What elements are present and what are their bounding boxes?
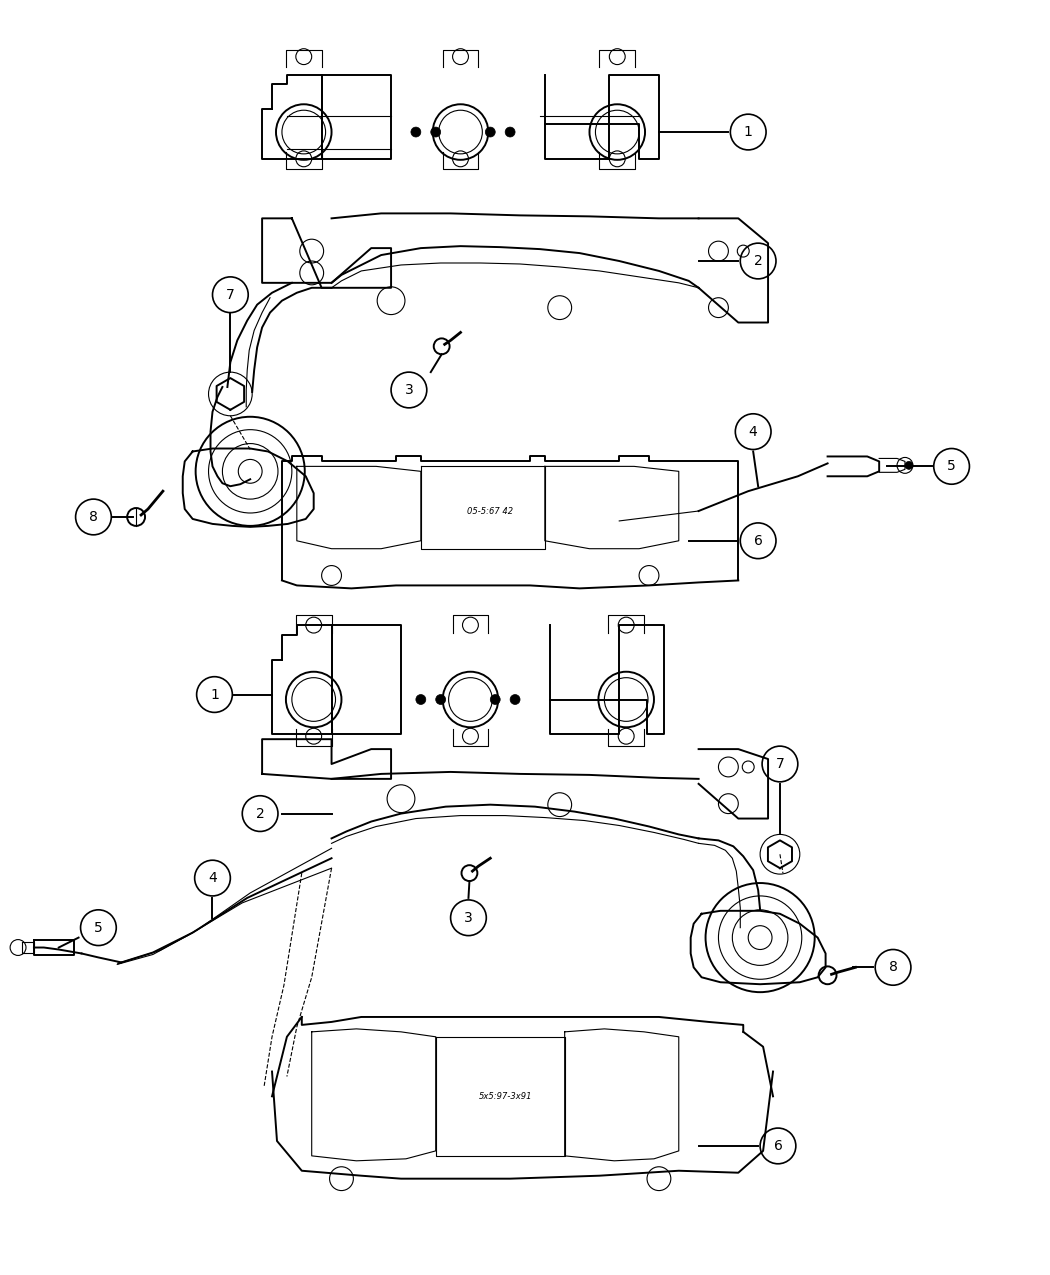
Text: 4: 4 [208,871,217,885]
Circle shape [430,128,441,136]
Text: 05-5:67 42: 05-5:67 42 [467,506,513,515]
Text: 6: 6 [754,534,762,548]
Text: 1: 1 [210,687,218,701]
Text: 8: 8 [888,960,898,974]
Circle shape [416,695,426,705]
Text: 2: 2 [256,807,265,821]
Circle shape [436,695,445,705]
Circle shape [505,128,516,136]
Text: 5x5:97-3x91: 5x5:97-3x91 [479,1091,532,1100]
Text: 4: 4 [749,425,757,439]
Circle shape [485,128,496,136]
Circle shape [411,128,421,136]
Text: 7: 7 [226,288,235,302]
Circle shape [490,695,500,705]
Circle shape [905,462,912,469]
Circle shape [510,695,520,705]
Text: 5: 5 [947,459,956,473]
Text: 8: 8 [89,510,98,524]
Text: 2: 2 [754,254,762,268]
Text: 7: 7 [776,757,784,771]
Text: 1: 1 [743,125,753,139]
Text: 5: 5 [94,921,103,935]
Text: 3: 3 [404,382,414,397]
Text: 6: 6 [774,1139,782,1153]
Text: 3: 3 [464,910,473,924]
